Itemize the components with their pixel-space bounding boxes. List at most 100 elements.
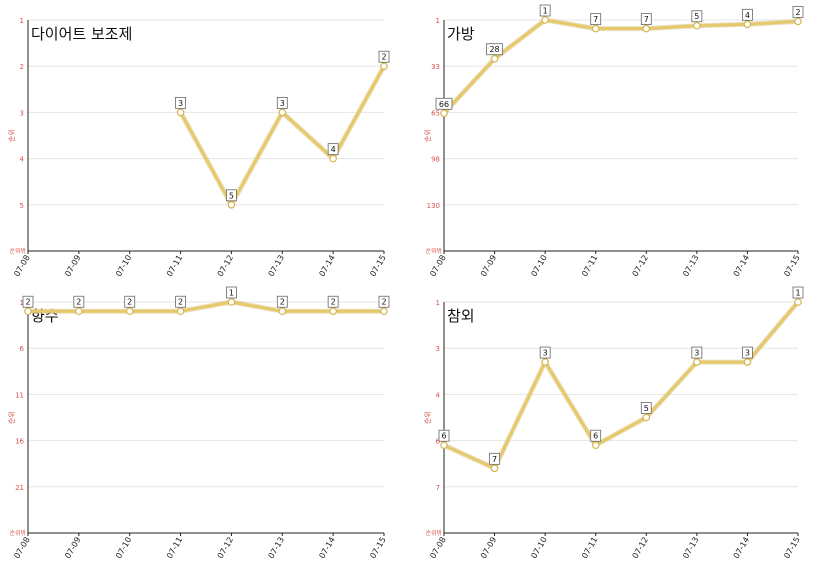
data-label: 7 — [492, 455, 497, 464]
chart-title: 참외 — [447, 307, 475, 325]
x-tick-label: 07-14 — [732, 536, 751, 561]
data-point — [227, 298, 236, 306]
x-tick-label: 07-12 — [216, 254, 235, 279]
y-tick-label: 16 — [15, 438, 24, 446]
data-point — [227, 201, 236, 209]
y-tick-label: 98 — [431, 156, 440, 164]
x-tick-label: 07-09 — [63, 254, 82, 279]
y-tick-label: 65 — [431, 109, 440, 117]
y-bottom-label: 순위밖 — [425, 529, 442, 537]
y-tick-label: 4 — [436, 391, 441, 399]
y-tick-label: 4 — [20, 156, 25, 164]
data-label: 6 — [441, 432, 446, 441]
data-point — [794, 17, 802, 26]
data-label-box — [226, 189, 237, 202]
data-label: 2 — [381, 298, 386, 307]
data-label-box — [742, 8, 753, 21]
series-line — [443, 301, 800, 470]
data-label: 4 — [745, 11, 750, 20]
y-tick-label: 21 — [15, 484, 24, 492]
y-tick-label: 11 — [15, 391, 24, 399]
data-label-box — [539, 346, 551, 359]
x-tick-label: 07-10 — [114, 254, 133, 279]
y-tick-label: 2 — [20, 63, 24, 71]
data-label: 7 — [593, 15, 598, 24]
y-tick-label: 5 — [20, 202, 24, 210]
x-tick-label: 07-10 — [529, 536, 548, 561]
chart-panel-1: 1 2 3 4 5 순위밖 순위 07-08 07-09 07-10 07-11 07-12 07-13… — [8, 17, 390, 279]
data-point — [490, 464, 499, 473]
x-tick-label: 07-14 — [317, 254, 336, 279]
data-label: 3 — [745, 349, 750, 358]
series-line-shadow — [442, 300, 800, 471]
x-tick-label: 07-10 — [529, 254, 548, 279]
data-label-box — [691, 346, 703, 359]
data-label-box — [175, 97, 186, 109]
y-tick-label: 1 — [436, 17, 440, 25]
data-label-box — [226, 286, 237, 299]
data-point — [591, 24, 600, 33]
y-tick-label: 3 — [20, 109, 24, 117]
data-label-box — [590, 13, 602, 26]
data-label-box — [539, 4, 551, 17]
data-label-box — [486, 43, 503, 56]
data-point — [541, 16, 549, 24]
data-point — [176, 307, 185, 316]
data-point — [693, 21, 701, 30]
data-label-box — [590, 429, 602, 442]
data-point — [541, 358, 549, 366]
data-point — [743, 20, 752, 29]
y-tick-label: 130 — [427, 202, 440, 210]
x-tick-label: 07-08 — [12, 536, 31, 561]
y-tick-label: 3 — [436, 345, 440, 353]
y-tick-label: 6 — [436, 438, 441, 446]
x-tick-label: 07-13 — [267, 254, 286, 279]
data-point — [329, 154, 337, 163]
data-label: 4 — [331, 145, 336, 154]
data-point — [75, 307, 83, 316]
data-label: 3 — [280, 99, 285, 108]
data-point — [176, 108, 185, 117]
x-tick-label: 07-08 — [428, 254, 447, 279]
y-bottom-label: 순위밖 — [9, 529, 26, 537]
y-axis-label: 순위 — [424, 129, 432, 142]
y-bottom-label: 순위밖 — [425, 247, 442, 255]
y-tick-label: 33 — [431, 63, 440, 71]
data-label-box — [378, 50, 390, 63]
data-label-box — [489, 452, 500, 465]
y-axis-label: 순위 — [8, 129, 16, 142]
data-label: 2 — [76, 298, 81, 307]
x-tick-label: 07-13 — [681, 536, 700, 561]
y-axis-label: 순위 — [424, 411, 432, 424]
data-label-box — [378, 295, 390, 308]
data-label: 5 — [694, 12, 699, 21]
data-label-box — [435, 97, 453, 110]
data-label-box — [792, 286, 804, 299]
x-tick-label: 07-15 — [368, 536, 387, 561]
data-point — [278, 307, 287, 316]
chart-panel-4: 1 3 4 6 7 순위밖 순위 07-08 07-09 07-10 07-11 07-12 07-13… — [424, 286, 804, 561]
data-label-box — [691, 10, 703, 23]
y-axis-label: 순위 — [8, 411, 16, 424]
x-tick-label: 07-09 — [63, 536, 82, 561]
data-label: 7 — [644, 15, 649, 24]
x-tick-label: 07-08 — [428, 536, 447, 561]
x-tick-label: 07-09 — [479, 536, 498, 561]
series-line-shadow — [178, 64, 387, 208]
data-point — [440, 441, 448, 450]
x-tick-label: 07-11 — [580, 254, 599, 279]
chart-panel-2: 1 33 65 98 130 순위밖 순위 07-08 07-09 07-10 07-11 07-12… — [424, 4, 804, 279]
data-point — [278, 108, 287, 117]
data-point — [642, 24, 651, 33]
data-label: 3 — [543, 349, 548, 358]
y-bottom-label: 순위밖 — [9, 247, 26, 255]
data-point — [693, 358, 701, 366]
data-label: 2 — [127, 298, 132, 307]
chart-title: 가방 — [447, 25, 475, 43]
x-tick-label: 07-10 — [114, 536, 133, 561]
data-point — [440, 109, 448, 118]
data-label: 3 — [694, 349, 699, 358]
data-label-box — [276, 97, 288, 109]
data-label: 2 — [331, 298, 336, 307]
